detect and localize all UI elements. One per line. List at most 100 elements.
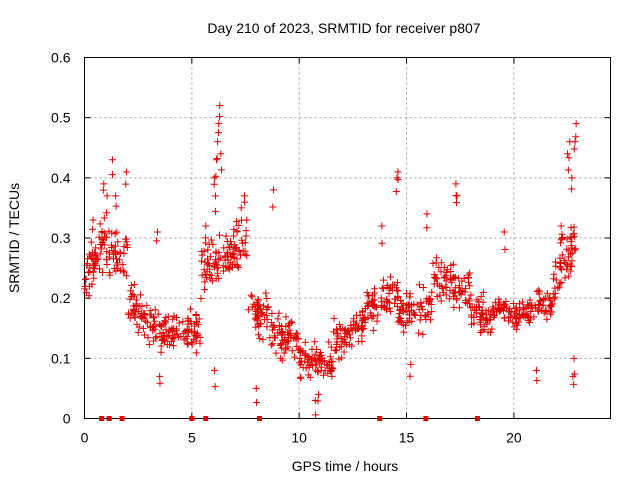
data-point — [558, 266, 566, 274]
data-point — [566, 267, 574, 275]
data-point — [237, 251, 245, 259]
data-point — [263, 305, 271, 313]
data-point — [151, 325, 159, 333]
data-point — [546, 302, 554, 310]
data-point — [495, 295, 503, 303]
data-point — [280, 349, 288, 357]
data-point — [519, 311, 527, 319]
data-point — [432, 275, 440, 283]
data-point — [160, 317, 168, 325]
data-point — [149, 322, 157, 330]
data-point — [467, 311, 475, 319]
data-point — [571, 246, 579, 254]
data-point — [447, 274, 455, 282]
data-point — [198, 251, 206, 259]
data-point — [214, 269, 222, 277]
data-point — [557, 236, 565, 244]
data-point — [240, 192, 248, 200]
data-point — [271, 323, 279, 331]
data-point — [98, 269, 106, 277]
data-point — [445, 295, 453, 303]
data-point — [394, 168, 402, 176]
data-point — [369, 326, 377, 334]
data-point — [427, 301, 435, 309]
data-point — [86, 264, 94, 272]
data-point — [358, 332, 366, 340]
data-point — [112, 267, 120, 275]
data-point — [253, 398, 261, 406]
data-point — [374, 311, 382, 319]
data-point — [259, 336, 267, 344]
data-point — [267, 341, 275, 349]
data-point — [156, 372, 164, 380]
data-point — [547, 297, 555, 305]
data-point — [279, 336, 287, 344]
data-point — [216, 231, 224, 239]
data-point — [89, 268, 97, 276]
data-point — [339, 337, 347, 345]
data-point — [234, 263, 242, 271]
data-point — [478, 327, 486, 335]
data-point — [572, 245, 580, 253]
data-point — [81, 285, 89, 293]
data-point — [159, 335, 167, 343]
data-point — [547, 310, 555, 318]
data-point — [543, 289, 551, 297]
data-point — [103, 261, 111, 269]
data-point — [501, 246, 509, 254]
data-point — [285, 337, 293, 345]
data-point — [224, 256, 232, 264]
data-point — [120, 268, 128, 276]
data-point — [247, 291, 255, 299]
data-point — [567, 262, 575, 270]
data-point — [399, 320, 407, 328]
data-point — [92, 244, 100, 252]
data-point — [149, 337, 157, 345]
data-point — [215, 274, 223, 282]
x-tick-label: 10 — [291, 430, 307, 446]
data-point — [126, 295, 134, 303]
data-point — [202, 239, 210, 247]
data-point — [226, 238, 234, 246]
data-point — [259, 310, 267, 318]
data-point — [97, 245, 105, 253]
data-point — [254, 331, 262, 339]
data-point — [192, 310, 200, 318]
data-point — [197, 295, 205, 303]
data-point — [337, 334, 345, 342]
data-point — [242, 227, 250, 235]
data-point — [208, 271, 216, 279]
data-point — [210, 180, 218, 188]
data-point — [550, 295, 558, 303]
zero-marker — [119, 416, 125, 421]
data-point — [543, 315, 551, 323]
data-point — [341, 333, 349, 341]
data-point — [179, 329, 187, 337]
data-point — [434, 280, 442, 288]
data-point — [476, 321, 484, 329]
data-point — [100, 180, 108, 188]
data-point — [233, 217, 241, 225]
data-point — [455, 289, 463, 297]
data-point — [225, 265, 233, 273]
data-point — [112, 192, 120, 200]
data-point — [217, 166, 225, 174]
data-point — [90, 274, 98, 282]
data-point — [452, 199, 460, 207]
data-point — [276, 342, 284, 350]
data-point — [169, 335, 177, 343]
data-point — [556, 280, 564, 288]
data-point — [122, 168, 130, 176]
data-point — [540, 295, 548, 303]
data-point — [192, 330, 200, 338]
data-point — [210, 366, 218, 374]
data-point — [570, 230, 578, 238]
data-point — [320, 371, 328, 379]
data-point — [490, 313, 498, 321]
data-point — [396, 316, 404, 324]
data-point — [440, 274, 448, 282]
data-point — [214, 138, 222, 146]
data-point — [386, 273, 394, 281]
data-point — [411, 310, 419, 318]
data-point — [357, 324, 365, 332]
